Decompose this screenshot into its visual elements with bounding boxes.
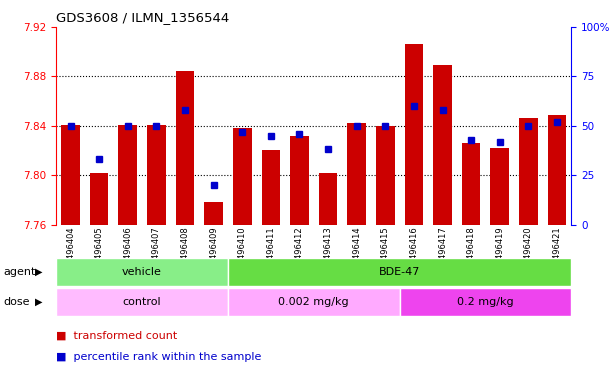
Bar — [61, 124, 80, 225]
Bar — [519, 118, 538, 225]
Bar — [147, 124, 166, 225]
Bar — [56, 288, 228, 316]
Bar — [56, 258, 228, 286]
Bar — [348, 123, 366, 225]
Text: dose: dose — [3, 297, 29, 307]
Text: ■  percentile rank within the sample: ■ percentile rank within the sample — [56, 352, 262, 362]
Text: control: control — [123, 297, 161, 307]
Bar — [400, 288, 571, 316]
Bar — [319, 173, 337, 225]
Text: agent: agent — [3, 267, 35, 277]
Bar — [404, 44, 423, 225]
Bar — [90, 173, 108, 225]
Bar — [491, 148, 509, 225]
Bar — [262, 151, 280, 225]
Text: GDS3608 / ILMN_1356544: GDS3608 / ILMN_1356544 — [56, 12, 230, 25]
Bar — [176, 71, 194, 225]
Bar — [228, 288, 400, 316]
Bar — [433, 65, 452, 225]
Text: 0.2 mg/kg: 0.2 mg/kg — [457, 297, 514, 307]
Text: ▶: ▶ — [35, 267, 42, 277]
Text: 0.002 mg/kg: 0.002 mg/kg — [279, 297, 349, 307]
Bar — [547, 115, 566, 225]
Text: ▶: ▶ — [35, 297, 42, 307]
Text: BDE-47: BDE-47 — [379, 267, 420, 277]
Text: ■  transformed count: ■ transformed count — [56, 331, 177, 341]
Text: vehicle: vehicle — [122, 267, 162, 277]
Bar — [290, 136, 309, 225]
Bar — [228, 258, 571, 286]
Bar — [462, 143, 480, 225]
Bar — [233, 128, 252, 225]
Bar — [119, 124, 137, 225]
Bar — [376, 126, 395, 225]
Bar — [204, 202, 223, 225]
